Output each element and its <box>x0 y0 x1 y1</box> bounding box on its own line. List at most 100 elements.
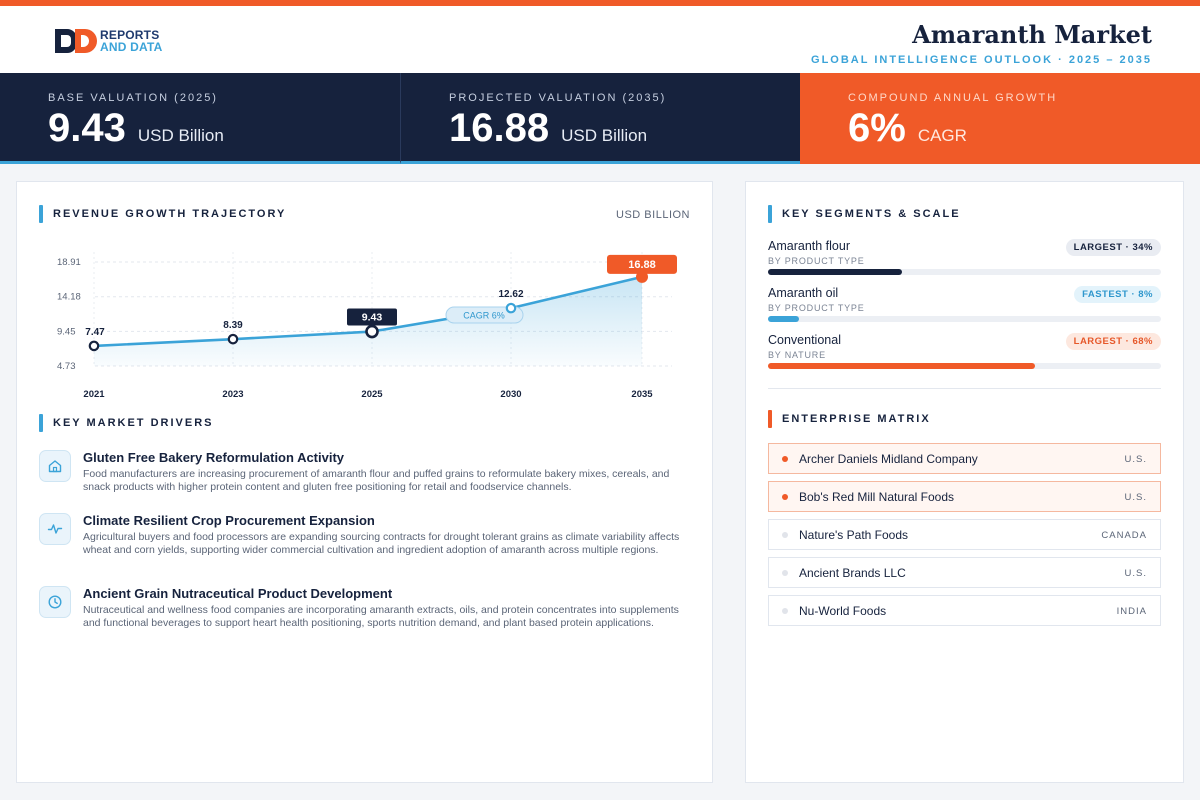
company-marker-icon <box>782 532 788 538</box>
company-name: Bob's Red Mill Natural Foods <box>799 490 955 504</box>
home-icon <box>39 450 71 482</box>
value-label: 12.62 <box>498 289 523 300</box>
segment-badge: LARGEST · 68% <box>1065 333 1161 350</box>
company-location: INDIA <box>1116 606 1147 617</box>
x-tick-label: 2023 <box>222 389 243 400</box>
divider <box>768 388 1161 389</box>
data-point-base <box>365 324 379 339</box>
value-label: 9.43 <box>362 312 383 324</box>
company-name: Nu-World Foods <box>799 604 887 618</box>
company-name: Nature's Path Foods <box>799 528 909 542</box>
header: REPORTS AND DATA Amaranth Market GLOBAL … <box>0 6 1200 73</box>
company-row[interactable]: Archer Daniels Midland Company U.S. <box>768 443 1161 474</box>
kpi-label: BASE VALUATION (2025) <box>48 92 218 104</box>
x-tick-label: 2025 <box>361 389 383 400</box>
kpi-value: 16.88 USD Billion <box>449 106 647 151</box>
segment-bar-track <box>768 316 1161 322</box>
segments-card: KEY SEGMENTS & SCALE Amaranth flour BY P… <box>745 181 1184 783</box>
y-tick-label: 18.91 <box>57 257 81 268</box>
value-label: 16.88 <box>628 259 656 271</box>
section-title-matrix: ENTERPRISE MATRIX <box>768 410 931 428</box>
segment-category: BY NATURE <box>768 350 826 360</box>
x-tick-label: 2021 <box>83 389 105 400</box>
section-title-drivers: KEY MARKET DRIVERS <box>39 414 213 432</box>
value-label: 7.47 <box>85 327 105 338</box>
company-row[interactable]: Bob's Red Mill Natural Foods U.S. <box>768 481 1161 512</box>
x-tick-label: 2035 <box>631 389 653 400</box>
kpi-value: 9.43 USD Billion <box>48 106 224 151</box>
top-accent-bar <box>0 0 1200 6</box>
kpi-base-valuation: BASE VALUATION (2025) 9.43 USD Billion <box>0 73 400 164</box>
pulse-icon <box>39 513 71 545</box>
chart-unit-label: USD BILLION <box>616 209 690 221</box>
company-name: Archer Daniels Midland Company <box>799 452 978 466</box>
x-tick-label: 2030 <box>500 389 521 400</box>
value-label: 8.39 <box>223 320 243 331</box>
driver-title: Gluten Free Bakery Reformulation Activit… <box>83 450 345 465</box>
company-location: U.S. <box>1124 568 1147 579</box>
revenue-card: REVENUE GROWTH TRAJECTORY USD BILLION 4.… <box>16 181 713 783</box>
value-label-bg <box>347 308 397 326</box>
company-location: U.S. <box>1124 492 1147 503</box>
logo-mark-icon <box>55 29 97 53</box>
segment-name: Amaranth flour <box>768 239 850 253</box>
y-tick-label: 14.18 <box>57 292 81 303</box>
company-name: Ancient Brands LLC <box>799 566 906 580</box>
kpi-projected-valuation: PROJECTED VALUATION (2035) 16.88 USD Bil… <box>400 73 800 164</box>
driver-description: Food manufacturers are increasing procur… <box>83 468 670 493</box>
page-title: Amaranth Market <box>912 20 1152 49</box>
kpi-row: BASE VALUATION (2025) 9.43 USD Billion P… <box>0 73 1200 164</box>
kpi-number: 9.43 <box>48 106 126 150</box>
brand-logo[interactable]: REPORTS AND DATA <box>55 28 162 54</box>
drivers-list: Gluten Free Bakery Reformulation Activit… <box>39 450 699 659</box>
y-tick-label: 9.45 <box>57 326 76 337</box>
driver-title: Ancient Grain Nutraceutical Product Deve… <box>83 586 393 601</box>
cagr-pill: CAGR 6% <box>445 306 524 324</box>
data-point <box>88 340 100 352</box>
company-location: CANADA <box>1101 530 1147 541</box>
company-marker-icon <box>782 570 788 576</box>
value-label-bg <box>607 254 677 274</box>
section-title-revenue: REVENUE GROWTH TRAJECTORY <box>39 205 286 223</box>
clock-icon <box>39 586 71 618</box>
segment-category: BY PRODUCT TYPE <box>768 303 865 313</box>
segment-item: Amaranth flour BY PRODUCT TYPE LARGEST ·… <box>768 239 1161 286</box>
driver-description: Nutraceutical and wellness food companie… <box>83 604 679 629</box>
segment-name: Amaranth oil <box>768 286 839 300</box>
segment-item: Amaranth oil BY PRODUCT TYPE FASTEST · 8… <box>768 286 1161 333</box>
company-row[interactable]: Nu-World Foods INDIA <box>768 595 1161 626</box>
driver-description: Agricultural buyers and food processors … <box>83 531 680 556</box>
data-point <box>227 333 239 345</box>
segment-bar-track <box>768 363 1161 369</box>
company-marker-icon <box>782 456 788 462</box>
kpi-unit: USD Billion <box>137 126 224 145</box>
kpi-label: COMPOUND ANNUAL GROWTH <box>848 92 1058 104</box>
segments-list: Amaranth flour BY PRODUCT TYPE LARGEST ·… <box>768 239 1161 380</box>
kpi-number: 16.88 <box>449 106 550 150</box>
segment-badge: LARGEST · 34% <box>1065 239 1161 256</box>
cagr-pill-label: CAGR 6% <box>463 311 505 321</box>
revenue-chart: 4.73 9.45 14.18 18.91 CAGR 6% 7.47 2021 8.39 20… <box>57 252 677 400</box>
y-tick-label: 4.73 <box>57 361 76 372</box>
company-row[interactable]: Ancient Brands LLC U.S. <box>768 557 1161 588</box>
driver-item: Gluten Free Bakery Reformulation Activit… <box>39 450 699 505</box>
kpi-number: 6% <box>848 106 906 150</box>
segment-category: BY PRODUCT TYPE <box>768 256 865 266</box>
company-location: U.S. <box>1124 454 1147 465</box>
segment-name: Conventional <box>768 333 841 347</box>
page-subtitle: GLOBAL INTELLIGENCE OUTLOOK · 2025 – 203… <box>811 54 1152 66</box>
segment-bar-fill <box>768 269 902 275</box>
segment-item: Conventional BY NATURE LARGEST · 68% <box>768 333 1161 380</box>
kpi-cagr: COMPOUND ANNUAL GROWTH 6% CAGR <box>800 73 1200 164</box>
kpi-unit: CAGR <box>917 126 967 145</box>
company-marker-icon <box>782 608 788 614</box>
kpi-label: PROJECTED VALUATION (2035) <box>449 92 667 104</box>
data-point-end <box>636 270 648 283</box>
logo-text: REPORTS AND DATA <box>100 28 163 54</box>
enterprise-matrix: Archer Daniels Midland Company U.S. Bob'… <box>768 443 1161 633</box>
company-row[interactable]: Nature's Path Foods CANADA <box>768 519 1161 550</box>
kpi-unit: USD Billion <box>561 126 648 145</box>
driver-title: Climate Resilient Crop Procurement Expan… <box>83 513 375 528</box>
driver-item: Climate Resilient Crop Procurement Expan… <box>39 513 699 578</box>
driver-item: Ancient Grain Nutraceutical Product Deve… <box>39 586 699 651</box>
